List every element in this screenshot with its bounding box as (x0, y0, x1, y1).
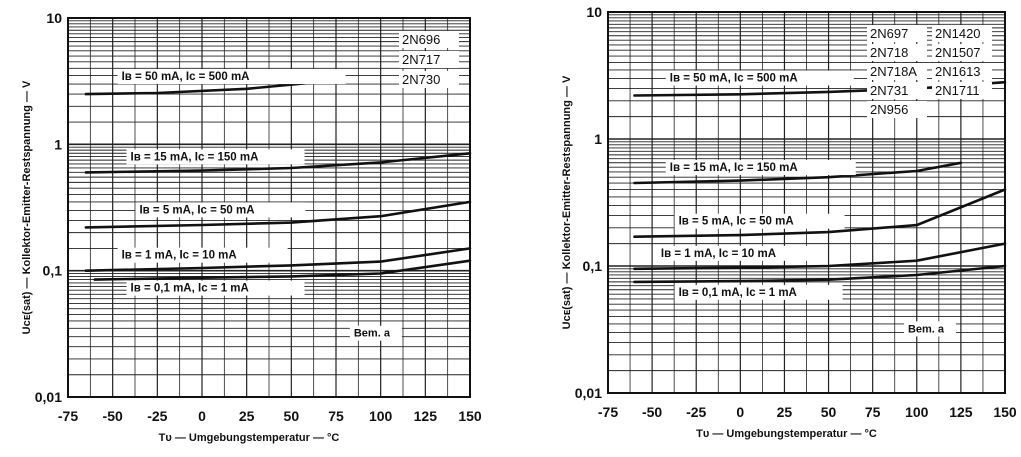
device-label: 2N731 (870, 83, 908, 98)
series-label-bg (135, 202, 306, 218)
y-tick-label: 0,01 (575, 385, 602, 401)
device-label: 2N697 (870, 26, 908, 41)
x-tick-label: 25 (777, 404, 793, 420)
device-label: 2N956 (870, 102, 908, 117)
device-label: 2N1507 (935, 45, 981, 60)
x-tick-label: -50 (642, 404, 662, 420)
series-label: Iʙ = 1 mA, Iᴄ = 10 mA (661, 248, 776, 260)
series-label: Iʙ = 5 mA, Iᴄ = 50 mA (139, 204, 254, 216)
series-label: Iʙ = 0,1 mA, Iᴄ = 1 mA (679, 287, 797, 299)
series-line (84, 79, 338, 96)
device-label: 2N718A (870, 64, 917, 79)
y-tick-label: 0,01 (35, 389, 62, 405)
series-line (633, 242, 1007, 271)
series-label: Iʙ = 50 mA, Iᴄ = 500 mA (670, 73, 798, 85)
device-label-bg (932, 25, 992, 42)
series-line (633, 188, 1007, 238)
series-label-bg (656, 245, 827, 261)
device-label: 2N1420 (935, 26, 981, 41)
device-label-bg (932, 63, 992, 80)
series-line (633, 161, 963, 185)
x-tick-label: 125 (414, 408, 438, 424)
x-tick-label: 100 (905, 404, 929, 420)
series-line (633, 264, 1007, 284)
device-label-bg (399, 31, 459, 48)
x-tick-label: 125 (949, 404, 973, 420)
device-label: 2N718 (870, 45, 908, 60)
plot-frame (607, 11, 1006, 394)
x-axis-label: Tᴜ — Umgebungstemperatur — °C (696, 428, 877, 440)
series-label-bg (126, 280, 305, 296)
x-tick-label: -75 (58, 408, 78, 424)
device-label-bg (399, 71, 459, 88)
note-bg (903, 321, 956, 337)
x-tick-label: 0 (198, 408, 206, 424)
device-label-bg (867, 25, 927, 42)
device-label: 2N696 (402, 32, 440, 47)
x-tick-label: 25 (239, 408, 255, 424)
note-bg (349, 325, 402, 341)
series-label: Iʙ = 15 mA, Iᴄ = 150 mA (670, 162, 798, 174)
x-tick-label: -75 (598, 404, 618, 420)
x-tick-label: -50 (103, 408, 123, 424)
series-label-bg (665, 160, 856, 176)
device-label-bg (932, 82, 992, 99)
series-label-bg (665, 70, 854, 86)
note-label: Bem. a (354, 328, 391, 340)
series-label-bg (117, 247, 288, 263)
device-label: 2N717 (402, 52, 440, 67)
x-axis-label: Tᴜ — Umgebungstemperatur — °C (159, 432, 340, 444)
series-label: Iʙ = 0,1 mA, Iᴄ = 1 mA (131, 283, 249, 295)
series-label: Iʙ = 5 mA, Iᴄ = 50 mA (679, 216, 794, 228)
y-tick-label: 10 (46, 10, 62, 26)
y-axis-label: Uᴄᴇ(sat) — Kollektor-Emitter-Restspannun… (561, 75, 573, 329)
series-line (84, 247, 472, 272)
y-tick-label: 0,1 (583, 258, 603, 274)
x-tick-label: 75 (865, 404, 881, 420)
series-label: Iʙ = 1 mA, Iᴄ = 10 mA (122, 250, 237, 262)
y-axis-label: Uᴄᴇ(sat) — Kollektor-Emitter-Restspannun… (21, 80, 33, 334)
series-line (93, 259, 472, 281)
device-label: 2N730 (402, 72, 440, 87)
device-label: 2N1613 (935, 64, 981, 79)
chart-left: 0,01 0,1 1 10 -75 -50 -25 0 25 50 75 100 125 150 Tᴜ — … (21, 10, 482, 444)
series-label-bg (126, 149, 305, 165)
x-tick-label: -25 (686, 404, 706, 420)
series-line (84, 200, 472, 229)
chart-right: 0,01 0,1 1 10 -75 -50 -25 0 25 50 75 100 125 150 Tᴜ — … (561, 4, 1017, 440)
x-tick-label: 150 (458, 408, 482, 424)
device-label-bg (867, 44, 927, 61)
device-label-bg (867, 101, 927, 118)
x-tick-label: 50 (821, 404, 837, 420)
series-label: Iʙ = 50 mA, Iᴄ = 500 mA (122, 71, 250, 83)
series-label-bg (117, 69, 346, 85)
device-label-bg (399, 51, 459, 68)
device-label-bg (867, 63, 927, 80)
device-label-bg (867, 82, 927, 99)
x-tick-label: 150 (993, 404, 1017, 420)
x-tick-label: -25 (147, 408, 167, 424)
x-tick-label: 75 (328, 408, 344, 424)
note-label: Bem. a (908, 323, 945, 335)
series-label-bg (674, 213, 845, 229)
y-tick-label: 0,1 (43, 263, 63, 279)
series-label: Iʙ = 15 mA, Iᴄ = 150 mA (131, 151, 259, 163)
device-label: 2N1711 (935, 83, 980, 98)
series-line (84, 152, 472, 174)
y-tick-label: 1 (594, 131, 602, 147)
x-tick-label: 50 (284, 408, 300, 424)
x-tick-label: 100 (369, 408, 393, 424)
plot-frame (67, 17, 471, 398)
device-label-bg (932, 44, 992, 61)
series-label-bg (674, 284, 843, 300)
y-tick-label: 1 (54, 136, 62, 152)
x-tick-label: 0 (736, 404, 744, 420)
y-tick-label: 10 (586, 4, 602, 20)
